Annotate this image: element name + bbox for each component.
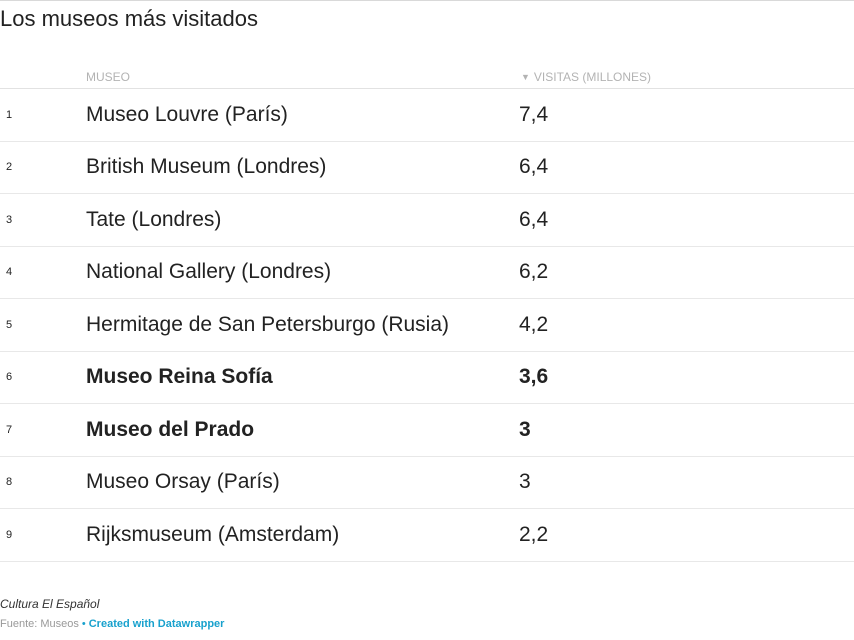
row-visits-value: 3,6 [519, 365, 549, 389]
row-rank: 4 [6, 266, 13, 279]
row-museum-name: Museo del Prado [86, 417, 255, 441]
sort-descending-icon: ▼ [521, 72, 530, 82]
row-visits-value: 3 [519, 417, 531, 441]
table-row: 2 British Museum (Londres) 6,4 [0, 142, 854, 194]
table-row: 8 Museo Orsay (París) 3 [0, 457, 854, 509]
source-text: Fuente: Museos [0, 618, 79, 630]
museum-table: MUSEO ▼ VISITAS (MILLONES) 1 Museo Louvre … [0, 64, 854, 562]
row-rank: 7 [6, 423, 13, 436]
row-rank: 6 [6, 371, 13, 384]
top-divider [0, 0, 854, 1]
chart-title: Los museos más visitados [0, 6, 258, 31]
row-museum-name: British Museum (Londres) [86, 155, 327, 179]
footer-separator: • [81, 618, 86, 630]
table-body: 1 Museo Louvre (París) 7,4 2 British Museum … [0, 89, 854, 562]
row-museum-name: Rijksmuseum (Amsterdam) [86, 522, 340, 546]
row-rank: 8 [6, 476, 13, 489]
row-museum-name: Tate (Londres) [86, 207, 222, 231]
row-visits-value: 6,2 [519, 260, 549, 284]
column-header-museo[interactable]: MUSEO [86, 70, 131, 84]
table-header: MUSEO ▼ VISITAS (MILLONES) [0, 64, 854, 89]
row-rank: 1 [6, 108, 13, 121]
row-rank: 9 [6, 528, 13, 541]
table-row: 3 Tate (Londres) 6,4 [0, 194, 854, 247]
datawrapper-credit-link[interactable]: Created with Datawrapper [88, 618, 225, 630]
row-visits-value: 6,4 [519, 155, 549, 179]
row-museum-name: Museo Reina Sofía [86, 365, 273, 389]
column-header-visitas[interactable]: ▼ VISITAS (MILLONES) [521, 70, 651, 85]
row-visits-value: 4,2 [519, 312, 549, 336]
row-museum-name: Hermitage de San Petersburgo (Rusia) [86, 312, 450, 336]
row-museum-name: Museo Louvre (París) [86, 102, 288, 126]
row-visits-value: 3 [519, 470, 531, 494]
chart-footer: Fuente: Museos • Created with Datawrapper [0, 618, 224, 630]
row-rank: 5 [6, 318, 13, 331]
table-row: 6 Museo Reina Sofía 3,6 [0, 352, 854, 404]
table-row: 1 Museo Louvre (París) 7,4 [0, 89, 854, 142]
row-visits-value: 2,2 [519, 522, 549, 546]
table-row: 7 Museo del Prado 3 [0, 404, 854, 457]
table-row: 4 National Gallery (Londres) 6,2 [0, 247, 854, 299]
row-museum-name: Museo Orsay (París) [86, 470, 280, 494]
table-row: 9 Rijksmuseum (Amsterdam) 2,2 [0, 509, 854, 562]
row-rank: 2 [6, 161, 13, 174]
row-rank: 3 [6, 213, 13, 226]
row-museum-name: National Gallery (Londres) [86, 260, 332, 284]
row-visits-value: 7,4 [519, 102, 549, 126]
table-row: 5 Hermitage de San Petersburgo (Rusia) 4,2 [0, 299, 854, 352]
row-visits-value: 6,4 [519, 207, 549, 231]
chart-notes: Cultura El Español [0, 597, 100, 611]
column-header-visitas-label: VISITAS (MILLONES) [533, 70, 652, 84]
